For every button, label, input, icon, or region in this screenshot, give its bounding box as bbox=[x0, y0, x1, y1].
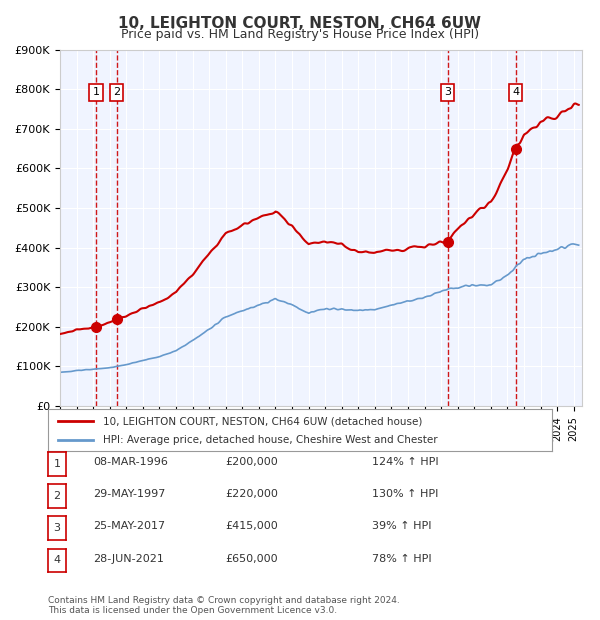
Text: 4: 4 bbox=[53, 556, 61, 565]
Text: £200,000: £200,000 bbox=[226, 457, 278, 467]
Text: 08-MAR-1996: 08-MAR-1996 bbox=[93, 457, 168, 467]
Text: 39% ↑ HPI: 39% ↑ HPI bbox=[372, 521, 431, 531]
Text: 2: 2 bbox=[53, 491, 61, 501]
Text: 1: 1 bbox=[93, 87, 100, 97]
Text: 10, LEIGHTON COURT, NESTON, CH64 6UW: 10, LEIGHTON COURT, NESTON, CH64 6UW bbox=[119, 16, 482, 30]
Text: 130% ↑ HPI: 130% ↑ HPI bbox=[372, 489, 439, 499]
Text: 29-MAY-1997: 29-MAY-1997 bbox=[93, 489, 166, 499]
Text: 78% ↑ HPI: 78% ↑ HPI bbox=[372, 554, 431, 564]
Text: £220,000: £220,000 bbox=[226, 489, 278, 499]
Text: 124% ↑ HPI: 124% ↑ HPI bbox=[372, 457, 439, 467]
Text: 1: 1 bbox=[53, 459, 61, 469]
Text: HPI: Average price, detached house, Cheshire West and Chester: HPI: Average price, detached house, Ches… bbox=[103, 435, 438, 445]
Text: 2: 2 bbox=[113, 87, 120, 97]
Text: 3: 3 bbox=[444, 87, 451, 97]
Text: 25-MAY-2017: 25-MAY-2017 bbox=[93, 521, 165, 531]
Text: £415,000: £415,000 bbox=[226, 521, 278, 531]
Text: Price paid vs. HM Land Registry's House Price Index (HPI): Price paid vs. HM Land Registry's House … bbox=[121, 28, 479, 41]
Text: 10, LEIGHTON COURT, NESTON, CH64 6UW (detached house): 10, LEIGHTON COURT, NESTON, CH64 6UW (de… bbox=[103, 417, 423, 427]
Text: 3: 3 bbox=[53, 523, 61, 533]
Text: 28-JUN-2021: 28-JUN-2021 bbox=[93, 554, 164, 564]
Text: £650,000: £650,000 bbox=[226, 554, 278, 564]
Text: Contains HM Land Registry data © Crown copyright and database right 2024.
This d: Contains HM Land Registry data © Crown c… bbox=[48, 596, 400, 615]
Text: 4: 4 bbox=[512, 87, 519, 97]
